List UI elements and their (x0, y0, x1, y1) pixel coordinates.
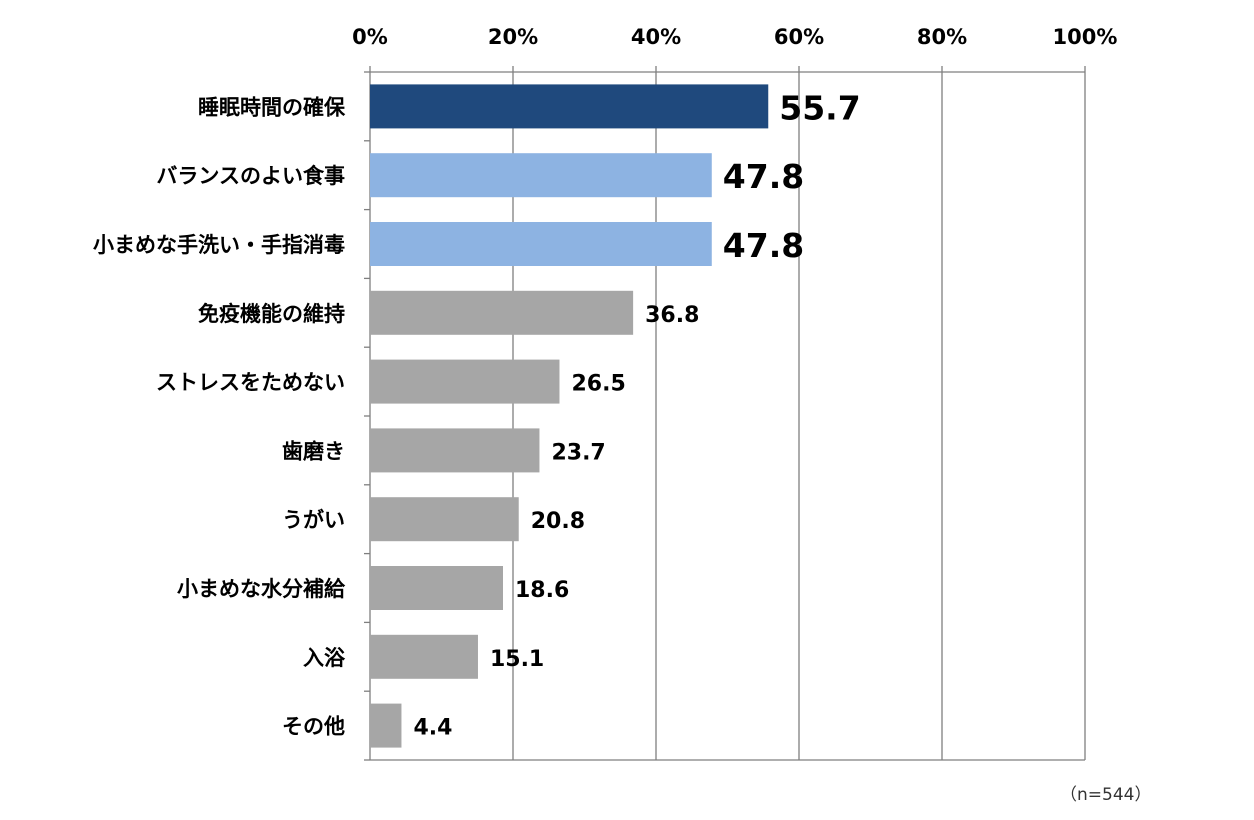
bar (370, 84, 769, 129)
sample-size-note: （n=544） (1060, 785, 1152, 805)
x-tick-label: 100% (1053, 25, 1118, 49)
bar (370, 634, 478, 679)
category-label: 小まめな水分補給 (177, 577, 346, 601)
category-label: 免疫機能の維持 (198, 302, 345, 326)
x-tick-label: 60% (774, 25, 824, 49)
x-tick-label: 20% (488, 25, 538, 49)
bar (370, 428, 540, 473)
category-label: その他 (282, 715, 345, 739)
value-label: 47.8 (723, 157, 804, 196)
value-label: 20.8 (531, 509, 585, 534)
value-label: 26.5 (571, 372, 625, 397)
bar (370, 566, 503, 610)
bar (370, 359, 560, 404)
category-label: 歯磨き (282, 439, 345, 463)
value-label: 55.7 (779, 88, 860, 127)
value-label: 36.8 (645, 303, 699, 328)
category-label: ストレスをためない (156, 371, 345, 395)
category-label: バランスのよい食事 (156, 164, 345, 188)
value-label: 47.8 (723, 226, 804, 265)
category-label: 入浴 (303, 646, 346, 670)
bar (370, 222, 712, 266)
value-label: 23.7 (551, 440, 605, 465)
bar (370, 703, 402, 748)
value-label: 4.4 (413, 716, 452, 741)
category-label: 小まめな手洗い・手指消毒 (93, 233, 345, 257)
bar (370, 497, 519, 542)
x-tick-label: 0% (352, 25, 388, 49)
value-label: 18.6 (515, 578, 569, 603)
x-tick-label: 40% (631, 25, 681, 49)
x-tick-label: 80% (917, 25, 967, 49)
value-label: 15.1 (490, 647, 544, 672)
category-label: 睡眠時間の確保 (198, 95, 346, 119)
category-label: うがい (282, 508, 345, 532)
bar (370, 153, 712, 198)
bar (370, 290, 634, 335)
